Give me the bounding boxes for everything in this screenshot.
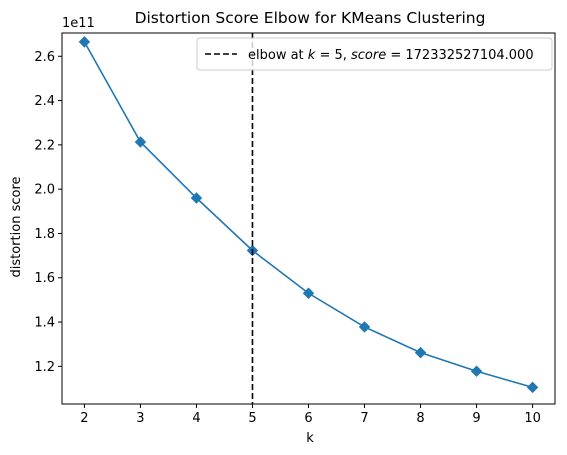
data-point-marker <box>79 37 89 47</box>
x-tick-label: 9 <box>472 411 480 426</box>
x-axis-label: k <box>306 431 314 446</box>
y-tick-label: 2.6 <box>34 50 55 65</box>
y-tick-label: 1.2 <box>34 360 55 375</box>
data-point-marker <box>416 348 426 358</box>
y-tick-label: 1.6 <box>34 271 55 286</box>
x-tick-label: 10 <box>524 411 541 426</box>
data-point-marker <box>528 382 538 392</box>
y-tick-label: 2.0 <box>34 183 55 198</box>
data-point-marker <box>360 322 370 332</box>
plot-frame <box>62 33 555 404</box>
series-line <box>84 42 532 388</box>
x-tick-label: 7 <box>360 411 368 426</box>
y-tick-label: 2.2 <box>34 138 55 153</box>
chart-title: Distortion Score Elbow for KMeans Cluste… <box>135 9 486 27</box>
y-axis-label: distortion score <box>9 177 24 278</box>
y-tick-label: 2.4 <box>34 94 55 109</box>
x-tick-label: 3 <box>136 411 144 426</box>
y-tick-label: 1.8 <box>34 227 55 242</box>
plot-area: 2 3 4 5 6 7 8 9 10 1.2 1.4 1.6 1.8 2.0 2.2 2.4 2.6 <box>34 33 555 426</box>
legend-label: elbow at k = 5, score = 172332527104.000 <box>248 48 534 63</box>
x-tick-label: 2 <box>80 411 88 426</box>
data-point-marker <box>472 366 482 376</box>
x-tick-label: 6 <box>304 411 312 426</box>
y-offset-text: 1e11 <box>62 16 95 31</box>
legend: elbow at k = 5, score = 172332527104.000 <box>197 38 552 70</box>
x-tick-label: 4 <box>192 411 200 426</box>
x-tick-label: 5 <box>248 411 256 426</box>
y-tick-label: 1.4 <box>34 316 55 331</box>
x-tick-label: 8 <box>416 411 424 426</box>
